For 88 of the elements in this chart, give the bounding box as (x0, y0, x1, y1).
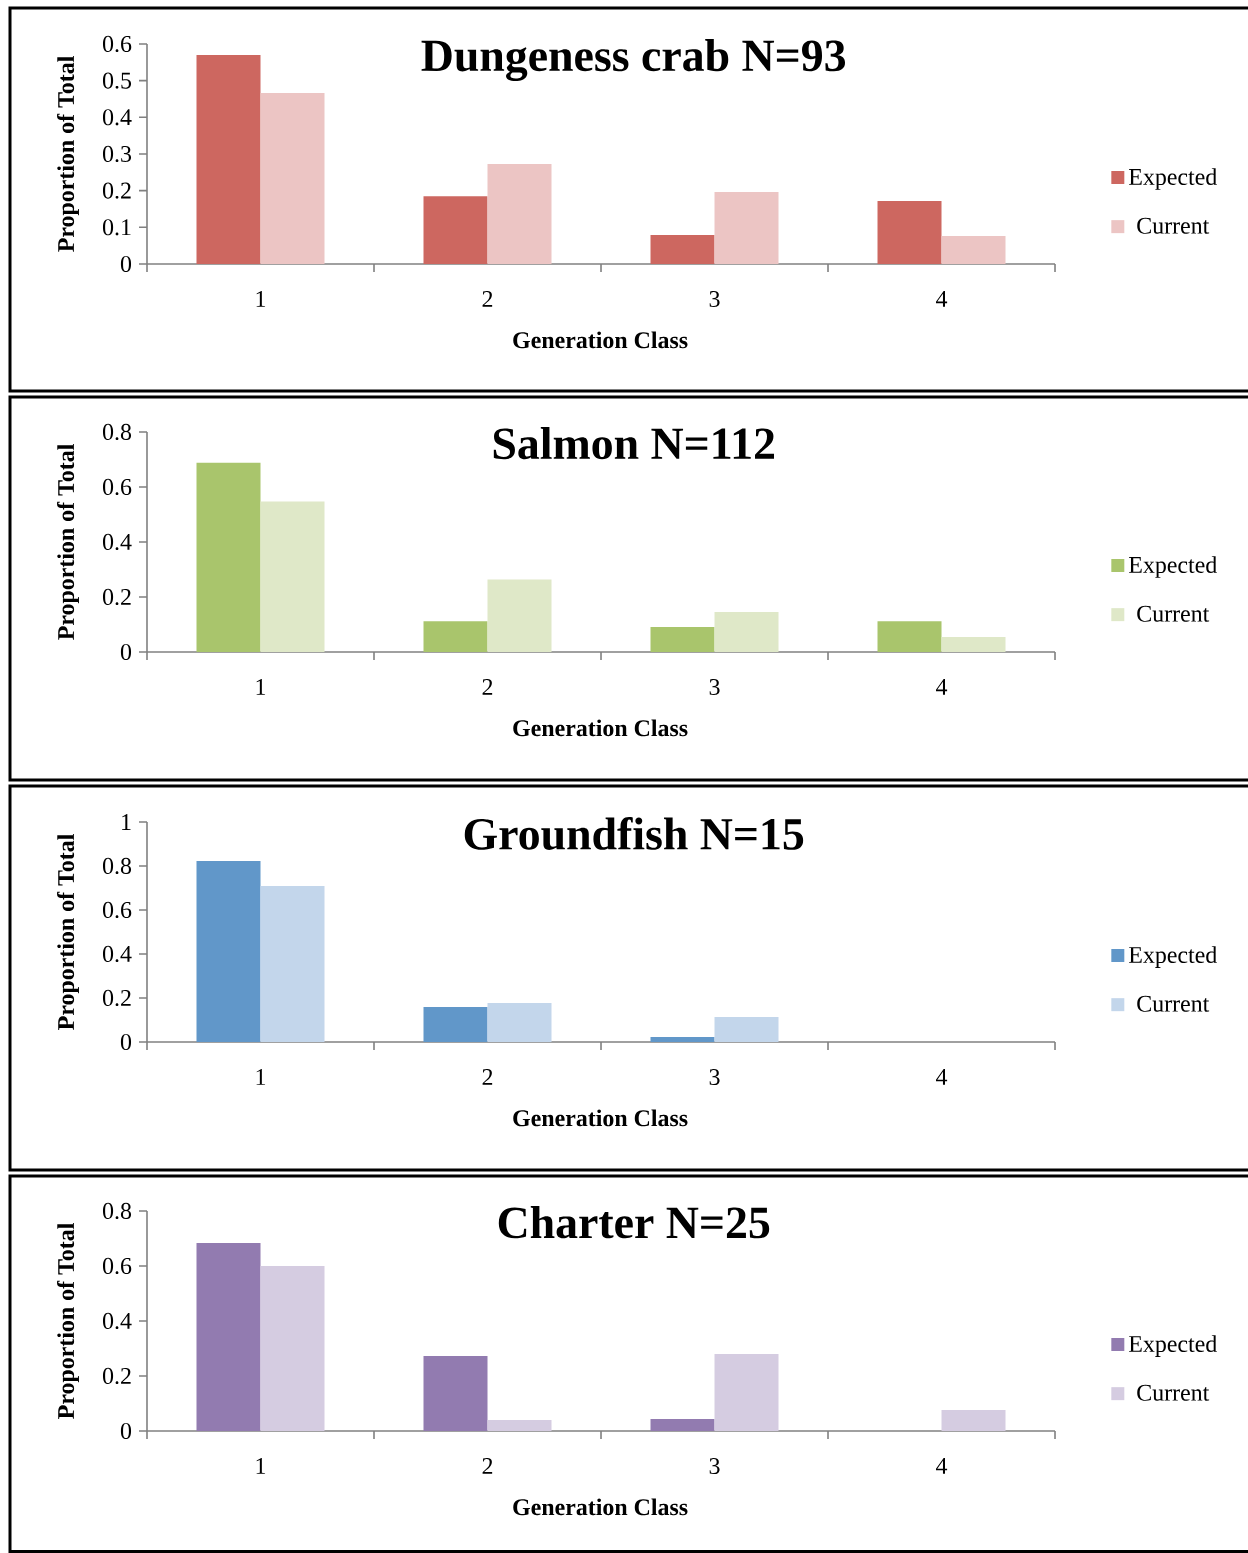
bar (650, 1036, 715, 1042)
y-axis-title: Proportion of Total (57, 834, 79, 1030)
y-tick-label: 0.8 (102, 1202, 132, 1220)
bar (941, 637, 1006, 652)
bar (260, 886, 325, 1042)
x-tick-label: 4 (936, 678, 948, 695)
y-tick-label: 0.2 (102, 1367, 131, 1385)
bar (714, 1353, 779, 1431)
y-tick-label: 0 (120, 1033, 132, 1051)
legend-label: Current (1137, 217, 1210, 234)
bar (941, 1410, 1006, 1431)
x-tick-label: 2 (482, 678, 493, 695)
chart-title: Groundfish N=15 (464, 817, 804, 850)
x-tick-label: 3 (709, 1069, 720, 1086)
y-tick-label: 0.6 (102, 1257, 132, 1275)
x-axis-title: Generation Class (513, 331, 688, 349)
x-axis-title: Generation Class (513, 1109, 688, 1127)
y-axis-title: Proportion of Total (57, 1223, 79, 1419)
x-tick-label: 1 (256, 1458, 266, 1474)
y-tick-label: 0.2 (102, 588, 131, 606)
x-tick-label: 4 (936, 291, 948, 307)
bar (487, 163, 552, 264)
y-tick-label: 0.4 (102, 1312, 132, 1330)
bar (650, 626, 715, 652)
bar (487, 1003, 552, 1042)
bar (877, 200, 942, 264)
bar (423, 196, 488, 264)
bar (487, 1419, 552, 1431)
bar (196, 462, 261, 652)
bar (423, 1007, 488, 1042)
y-tick-label: 0.3 (102, 145, 132, 163)
legend-label: Current (1137, 995, 1210, 1012)
chart-title: Dungeness crab N=93 (421, 39, 846, 81)
legend-label: Expected (1128, 556, 1217, 578)
y-axis-title: Proportion of Total (57, 444, 79, 640)
x-tick-label: 1 (256, 1069, 266, 1085)
x-axis-title: Generation Class (513, 719, 688, 737)
x-tick-label: 1 (256, 679, 266, 695)
x-tick-label: 3 (709, 291, 720, 308)
x-tick-label: 3 (709, 678, 720, 696)
bar (260, 1265, 325, 1431)
x-tick-label: 1 (256, 291, 266, 307)
chart-title: Salmon N=112 (493, 427, 775, 460)
bar (487, 579, 552, 652)
y-tick-label: 0.4 (102, 109, 132, 126)
bar (260, 501, 325, 652)
bar (877, 621, 942, 652)
y-tick-label: 0 (120, 1422, 132, 1440)
bar (423, 1355, 488, 1431)
chart-title: Charter N=25 (498, 1206, 770, 1239)
y-tick-label: 0.6 (102, 901, 132, 919)
bar (423, 621, 488, 652)
y-tick-label: 0.8 (102, 857, 132, 875)
legend-label: Current (1137, 1384, 1210, 1401)
legend-label: Expected (1128, 946, 1217, 968)
x-tick-label: 2 (482, 1458, 493, 1474)
bar (941, 236, 1006, 264)
bar (260, 93, 325, 264)
legend-label: Current (1137, 605, 1210, 622)
y-tick-label: 0 (120, 255, 132, 273)
y-tick-label: 0 (120, 643, 132, 661)
y-axis-title: Proportion of Total (57, 56, 79, 252)
legend-label: Expected (1128, 1335, 1217, 1357)
y-tick-label: 0.4 (102, 533, 132, 551)
bar (714, 192, 779, 264)
bar (196, 1242, 261, 1431)
y-tick-label: 0.6 (102, 478, 132, 496)
bar (196, 860, 261, 1042)
bar (196, 54, 261, 264)
bar (650, 1418, 715, 1431)
x-tick-label: 3 (709, 1458, 720, 1475)
bar (714, 612, 779, 652)
y-tick-label: 0.4 (102, 945, 132, 963)
x-tick-label: 2 (482, 291, 493, 307)
y-tick-label: 0.2 (102, 182, 131, 199)
y-tick-label: 0.5 (102, 72, 132, 89)
x-tick-label: 4 (936, 1069, 948, 1085)
x-axis-title: Generation Class (513, 1498, 688, 1516)
y-tick-label: 1 (122, 814, 131, 830)
x-tick-label: 2 (482, 1069, 493, 1085)
bar (714, 1016, 779, 1042)
y-tick-label: 0.2 (102, 989, 131, 1007)
y-tick-label: 0.6 (102, 35, 132, 53)
x-tick-label: 4 (936, 1458, 948, 1474)
y-tick-label: 0.8 (102, 423, 132, 441)
bar (650, 235, 715, 264)
legend-label: Expected (1128, 168, 1217, 190)
y-tick-label: 0.1 (102, 219, 131, 236)
